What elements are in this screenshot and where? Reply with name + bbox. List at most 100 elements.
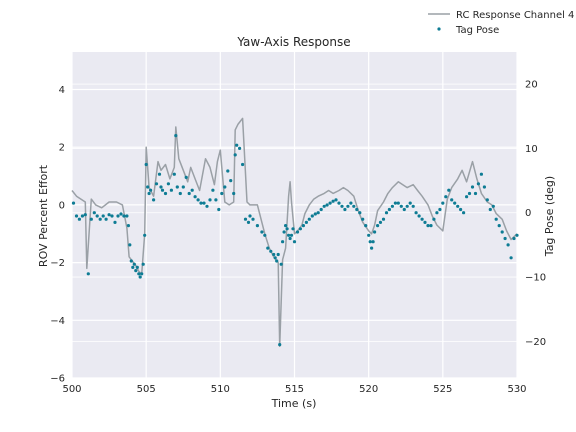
grid-lines (71, 52, 518, 379)
tag-pose-point (393, 201, 397, 205)
tag-pose-point (390, 204, 394, 208)
y-tick-label: 4 (59, 85, 65, 96)
tag-pose-point (396, 201, 400, 205)
tag-pose-point (387, 207, 391, 212)
tag-pose-point (313, 212, 317, 216)
tag-pose-point (83, 213, 87, 217)
tag-pose-point (135, 265, 139, 269)
tag-pose-point (273, 256, 277, 260)
tag-pose-point (199, 201, 203, 205)
tag-pose-point (441, 201, 445, 205)
legend-entry-rc-response: RC Response Channel 4 (456, 10, 574, 21)
tag-pose-point (275, 259, 279, 263)
tag-pose-point (147, 191, 151, 196)
tag-pose-point (232, 191, 236, 196)
tag-pose-point (500, 230, 504, 234)
tag-pose-point (272, 252, 276, 257)
tag-pose-point (515, 233, 519, 237)
tag-pose-point (462, 211, 466, 215)
tag-pose-point (160, 188, 165, 192)
tag-pose-point (381, 217, 386, 221)
tag-pose-point (316, 211, 320, 215)
tag-pose-point (255, 224, 259, 228)
tag-pose-point (193, 195, 197, 199)
tag-pose-point (116, 214, 120, 218)
tag-pose-point (494, 217, 498, 221)
tag-pose-point (456, 204, 460, 208)
tag-pose-point (509, 256, 513, 260)
tag-pose-point (444, 195, 448, 199)
rc-response-line (71, 117, 518, 348)
tag-pose-point (482, 185, 486, 189)
tag-pose-point (384, 211, 389, 215)
tag-pose-point (138, 275, 142, 279)
tag-pose-point (169, 188, 173, 192)
tag-pose-point (126, 224, 130, 228)
tag-pose-point (211, 188, 215, 192)
tag-pose-series (71, 134, 519, 347)
tag-pose-point (166, 182, 170, 186)
tag-pose-point (86, 272, 90, 276)
x-tick-label: 530 (507, 384, 526, 395)
y-right-axis-label: Tag Pose (deg) (543, 176, 556, 257)
legend-point-swatch (437, 27, 441, 31)
tag-pose-point (129, 259, 133, 263)
tag-pose-point (408, 201, 412, 205)
tag-pose-point (450, 198, 454, 202)
tag-pose-point (285, 227, 289, 231)
tag-pose-point (269, 249, 273, 253)
y-tick-label: −4 (50, 316, 65, 327)
tag-pose-point (246, 220, 251, 224)
tag-pose-point (358, 211, 362, 215)
x-tick-label: 525 (433, 384, 452, 395)
tag-pose-point (233, 153, 237, 157)
tag-pose-point (402, 207, 406, 212)
tag-pose-point (304, 220, 308, 224)
tag-pose-point (243, 217, 248, 221)
tag-pose-point (284, 224, 288, 228)
tag-pose-point (414, 211, 418, 215)
tag-pose-point (251, 217, 255, 221)
x-axis-ticks: 500 505 510 515 520 525 530 (62, 384, 526, 395)
tag-pose-point (187, 191, 191, 196)
tag-pose-point (473, 191, 478, 196)
chart-title: Yaw-Axis Response (236, 35, 350, 49)
tag-pose-point (373, 230, 377, 234)
tag-pose-point (289, 233, 294, 237)
y-right-tick-label: 10 (525, 144, 538, 155)
y-tick-label: 2 (59, 143, 65, 154)
tag-pose-point (288, 236, 292, 241)
tag-pose-point (485, 198, 489, 202)
tag-pose-point (125, 214, 129, 218)
tag-pose-point (205, 204, 209, 208)
tag-pose-point (266, 246, 270, 250)
tag-pose-point (140, 272, 144, 276)
tag-pose-point (137, 272, 141, 276)
tag-pose-point (214, 198, 218, 202)
tag-pose-point (479, 172, 483, 176)
tag-pose-point (220, 191, 224, 196)
tag-pose-point (131, 265, 135, 269)
tag-pose-point (107, 213, 111, 217)
y-right-tick-label: 20 (525, 80, 538, 91)
tag-pose-point (438, 207, 442, 212)
tag-pose-point (512, 236, 516, 241)
tag-pose-point (465, 195, 469, 199)
tag-pose-point (238, 146, 242, 150)
tag-pose-point (175, 185, 179, 189)
tag-pose-point (355, 207, 359, 212)
y-axis-ticks: −6 −4 −2 0 2 4 (50, 85, 65, 384)
tag-pose-point (101, 214, 105, 218)
tag-pose-point (229, 179, 233, 183)
tag-pose-point (235, 143, 239, 147)
y-axis-label: ROV Percent Effort (37, 164, 50, 267)
legend: RC Response Channel 4 Tag Pose (428, 10, 574, 36)
tag-pose-point (429, 224, 433, 228)
tag-pose-point (334, 198, 338, 202)
tag-pose-point (134, 269, 138, 273)
tag-pose-point (279, 262, 283, 266)
tag-pose-point (376, 224, 380, 228)
y-tick-label: 0 (59, 200, 65, 211)
tag-pose-point (340, 204, 344, 208)
tag-pose-point (319, 207, 323, 212)
